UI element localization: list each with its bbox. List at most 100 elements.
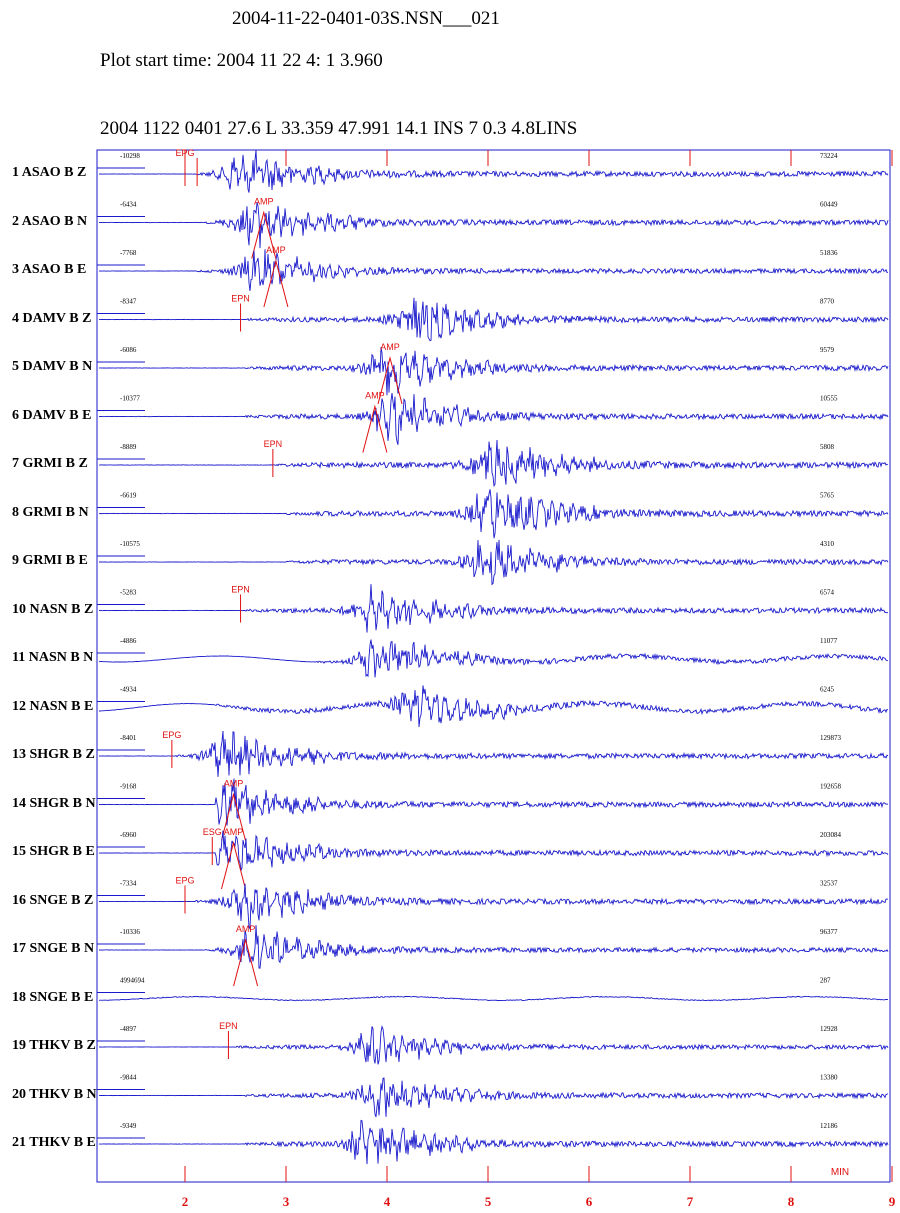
trace-6 [99,392,889,445]
amp-marker [377,356,403,405]
phase-label: AMP [224,827,244,837]
channel-min: -7334 [120,880,137,888]
trace-15 [98,830,889,871]
trace-16 [98,883,889,931]
channel-max: 51836 [820,249,838,257]
channel-max: 4310 [820,540,835,548]
x-unit-label: MIN [831,1167,849,1178]
channel-max: 12186 [820,1122,838,1130]
phase-label: EPN [219,1021,238,1031]
channel-label: 1 ASAO B Z [12,165,87,180]
trace-14 [99,778,889,826]
x-tick-label-9: 9 [889,1194,896,1209]
channel-max: 6574 [820,589,835,597]
channel-min: -9168 [120,783,137,791]
channel-max: 129873 [820,734,842,742]
channel-max: 73224 [820,152,838,160]
channel-label: 14 SHGR B N [12,795,96,811]
channel-label: 9 GRMI B E [12,553,88,568]
x-tick-label-4: 4 [384,1194,391,1209]
channel-min: -6960 [120,831,137,839]
channel-label: 17 SNGE B N [12,941,95,956]
channel-min: -8889 [120,443,137,451]
phase-label: AMP [254,197,274,207]
channel-min: -4886 [120,637,137,645]
channel-min: -8347 [120,298,137,306]
channel-min: -5283 [120,589,137,597]
channel-max: 9579 [820,346,835,354]
phase-label: EPG [175,876,194,886]
channel-label: 8 GRMI B N [12,504,89,520]
x-tick-label-5: 5 [485,1194,492,1209]
channel-label: 16 SNGE B Z [12,892,94,908]
channel-min: 4994694 [120,977,145,985]
trace-5 [98,347,889,396]
trace-7 [99,439,889,488]
phase-label: AMP [224,779,244,789]
phase-label: EPN [264,439,283,449]
channel-min: -6619 [120,492,137,500]
channel-min: -10377 [120,395,140,403]
trace-18 [98,995,889,1002]
channel-min: -9349 [120,1122,137,1130]
x-tick-label-3: 3 [283,1194,290,1209]
channel-label: 13 SHGR B Z [12,747,95,762]
amp-marker [220,792,246,841]
channel-label: 18 SNGE B E [12,989,94,1005]
channel-label: 15 SHGR B E [12,844,95,859]
channel-min: -10336 [120,928,140,936]
channel-label: 10 NASN B Z [12,601,94,617]
channel-max: 6245 [820,686,835,694]
trace-21 [98,1119,889,1165]
x-tick-label-2: 2 [182,1194,189,1209]
amp-marker [263,259,289,308]
trace-9 [99,539,889,586]
channel-max: 12928 [820,1025,838,1033]
event-parameters: 2004 1122 0401 27.6 L 33.359 47.991 14.1… [100,118,578,139]
trace-11 [98,639,889,678]
phase-label: AMP [365,391,385,401]
trace-13 [98,730,889,777]
x-tick-label-6: 6 [586,1194,593,1209]
trace-17 [98,925,889,969]
channel-max: 8770 [820,298,835,306]
x-tick-label-8: 8 [788,1194,795,1209]
channel-label: 4 DAMV B Z [12,310,92,326]
channel-min: -6434 [120,201,137,209]
trace-10 [98,584,889,633]
trace-19 [98,1025,889,1065]
channel-label: 21 THKV B E [12,1135,96,1150]
channel-label: 19 THKV B Z [12,1038,96,1053]
channel-min: -4897 [120,1025,137,1033]
amp-marker [233,938,259,987]
trace-8 [98,489,889,539]
phase-label: AMP [266,245,286,255]
channel-label: 20 THKV B N [12,1086,97,1102]
phase-label: EPN [231,585,250,595]
channel-min: -6086 [120,346,137,354]
channel-max: 192658 [820,783,842,791]
channel-max: 96377 [820,928,838,936]
file-title: 2004-11-22-0401-03S.NSN___021 [232,8,500,29]
phase-label: AMP [380,342,400,352]
amp-marker [362,404,388,453]
phase-label: EPG [162,730,181,740]
trace-3 [98,249,889,291]
channel-label: 7 GRMI B Z [12,456,88,471]
trace-12 [99,685,889,728]
channel-max: 287 [820,977,831,985]
channel-min: -8401 [120,734,137,742]
channel-max: 13380 [820,1074,838,1082]
channel-label: 3 ASAO B E [12,262,87,277]
channel-max: 203084 [820,831,842,839]
plot-frame [96,149,891,1183]
channel-min: -7768 [120,249,137,257]
trace-1 [98,150,889,193]
channel-min: -4934 [120,686,137,694]
channel-max: 11077 [820,637,838,645]
channel-label: 11 NASN B N [12,650,94,665]
channel-min: -10298 [120,152,140,160]
channel-min: -9844 [120,1074,137,1082]
plot-start-time: Plot start time: 2004 11 22 4: 1 3.960 [100,50,383,71]
